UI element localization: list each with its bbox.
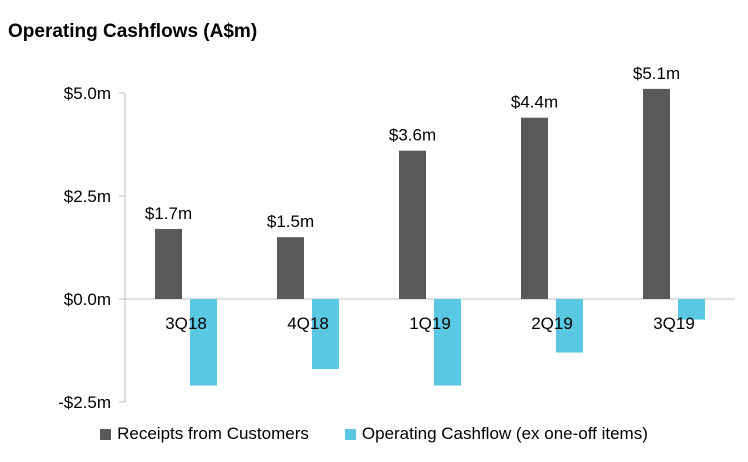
legend-swatch-receipts — [100, 428, 112, 440]
data-label-receipts: $1.7m — [145, 204, 192, 223]
x-category-label: 1Q19 — [409, 314, 451, 333]
legend-label-receipts: Receipts from Customers — [117, 424, 309, 443]
bar-receipts — [155, 228, 182, 299]
x-category-label: 4Q18 — [287, 314, 329, 333]
y-tick-label: -$2.5m — [58, 393, 111, 412]
y-tick-label: $0.0m — [64, 290, 111, 309]
legend: Receipts from Customers Operating Cashfl… — [0, 424, 748, 444]
legend-swatch-operating-cashflow — [344, 428, 356, 440]
bar-receipts — [521, 117, 548, 299]
legend-item-operating-cashflow: Operating Cashflow (ex one-off items) — [344, 424, 648, 444]
bar-receipts — [277, 237, 304, 299]
y-tick-label: $5.0m — [64, 84, 111, 103]
data-label-receipts: $3.6m — [389, 126, 436, 145]
x-category-label: 2Q19 — [531, 314, 573, 333]
data-label-receipts: $4.4m — [511, 93, 558, 112]
bar-operating-cashflow — [190, 299, 217, 386]
bar-operating-cashflow — [556, 299, 583, 353]
legend-label-operating-cashflow: Operating Cashflow (ex one-off items) — [361, 424, 648, 443]
legend-item-receipts: Receipts from Customers — [100, 424, 309, 444]
bar-chart: $5.0m $2.5m $0.0m -$2.5m $1.7m 3Q18 $1.5m 4Q18 $… — [58, 64, 735, 412]
bar-receipts — [643, 88, 670, 299]
data-label-receipts: $5.1m — [633, 64, 680, 83]
y-tick-label: $2.5m — [64, 187, 111, 206]
chart-title: Operating Cashflows (A$m) — [8, 21, 258, 42]
x-category-label: 3Q19 — [653, 314, 695, 333]
bar-receipts — [399, 150, 426, 299]
data-label-receipts: $1.5m — [267, 212, 314, 231]
bar-operating-cashflow — [678, 299, 705, 320]
x-category-label: 3Q18 — [165, 314, 207, 333]
bar-operating-cashflow — [434, 299, 461, 386]
bar-operating-cashflow — [312, 299, 339, 370]
